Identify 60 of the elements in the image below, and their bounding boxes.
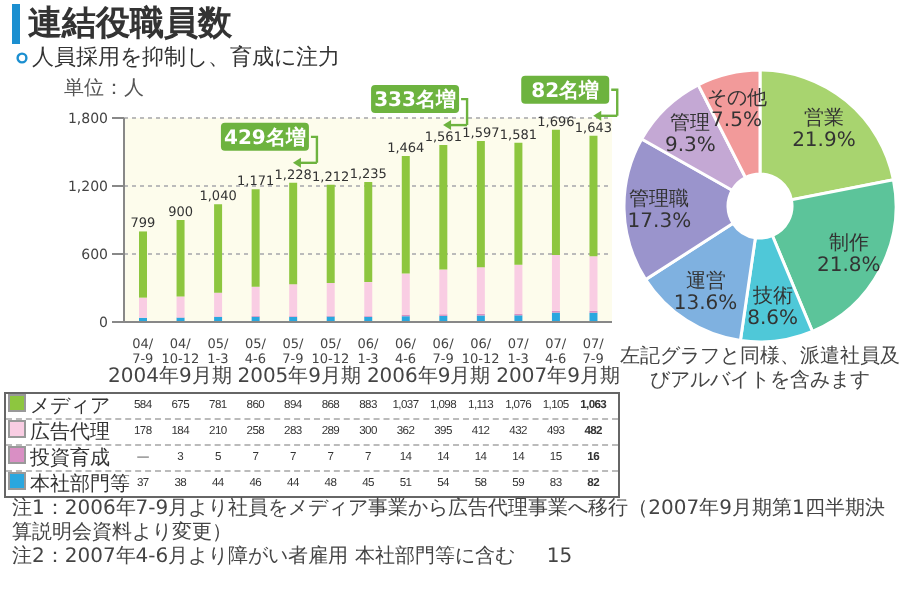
annotation: 82名増 — [531, 78, 600, 103]
text: 2007年9月期 — [496, 366, 620, 390]
legend-label: 広告代理 — [28, 420, 110, 446]
slice-label: その他 — [706, 86, 767, 111]
bar — [364, 182, 373, 283]
text: 2006年9月期 — [366, 366, 491, 390]
bar — [589, 256, 598, 311]
slice-label: 制作 — [828, 231, 869, 256]
bar — [476, 267, 485, 314]
bar — [176, 220, 185, 297]
bar — [139, 297, 148, 318]
bar — [589, 135, 598, 257]
data-label: 17.3% — [627, 210, 692, 233]
bar — [289, 182, 298, 285]
bar — [214, 292, 223, 317]
slice-label: 管理 — [670, 113, 711, 136]
bar — [401, 156, 410, 274]
legend-label: メディア — [28, 394, 110, 420]
bar — [176, 296, 185, 318]
bar — [514, 264, 523, 314]
legend-label: 本社部門等 — [28, 472, 130, 497]
slice-label: 営業 — [803, 106, 844, 131]
bar — [251, 189, 260, 287]
chart-title: 連結役職員数 — [12, 4, 232, 44]
bar — [364, 282, 373, 317]
text: 注2：2007年4-6月より障がい者雇用 本社部門等に含む — [12, 546, 515, 570]
text: 左記グラフと同様、派遣社員及びアルバイトを含みます — [620, 346, 900, 394]
bar — [439, 145, 448, 270]
text: 2005年9月期 — [237, 366, 362, 390]
bar — [551, 255, 560, 311]
legend-label: 投資育成 — [28, 446, 110, 472]
slice-label: 運営 — [685, 268, 726, 293]
bar — [439, 269, 448, 315]
data-label: 7.5% — [711, 110, 762, 133]
data-label: 21.9% — [792, 130, 856, 153]
bar — [326, 184, 335, 284]
chart-subtitle: 人員採用を抑制し、育成に注力 — [32, 42, 340, 72]
data-label: 13.6% — [673, 292, 738, 315]
bar — [251, 286, 260, 316]
text: 2004年9月期 — [108, 366, 232, 390]
text: 15 — [546, 546, 573, 570]
bar — [514, 142, 523, 265]
y-axis-title: 単位：人 — [64, 78, 144, 100]
slice-label: 技術 — [750, 283, 793, 308]
bar — [476, 315, 485, 322]
bar — [401, 273, 410, 315]
bar — [139, 231, 148, 298]
bar — [476, 141, 485, 268]
data-label: 21.8% — [817, 255, 881, 278]
annotation: 333名増 — [374, 88, 456, 113]
annotation: 429名増 — [224, 125, 306, 150]
bar — [289, 284, 298, 317]
data-label: 8.6% — [747, 307, 799, 330]
bar — [214, 204, 223, 293]
bar — [514, 315, 523, 322]
bar — [326, 283, 335, 316]
bar — [551, 129, 560, 256]
slice-label: 管理職 — [629, 186, 690, 211]
data-label: 9.3% — [665, 135, 716, 158]
text: 注1：2006年7-9月より社員をメディア事業から広告代理事業へ移行（2007年9月期第1四半期決算説明会資料より変更） — [12, 498, 887, 545]
